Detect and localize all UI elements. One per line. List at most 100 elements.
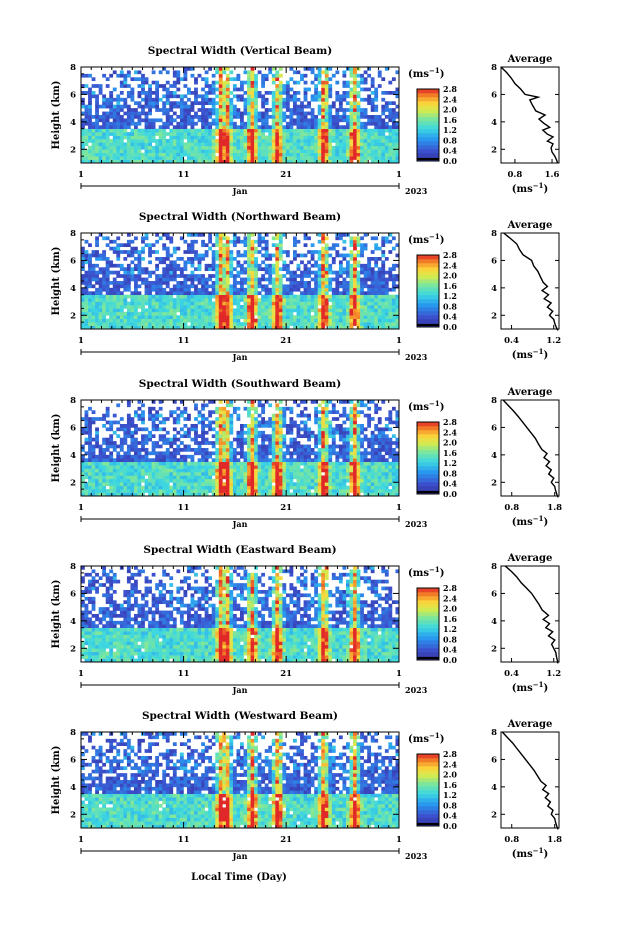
heatmap-cell <box>388 308 393 313</box>
heatmap-cell <box>243 298 248 302</box>
heatmap-cell <box>91 482 96 487</box>
heatmap-cell <box>91 115 96 119</box>
heatmap-cell <box>109 156 114 160</box>
heatmap-cell <box>335 149 340 154</box>
heatmap-cell <box>307 298 311 302</box>
heatmap-cell <box>109 145 114 150</box>
heatmap-cell <box>162 315 167 320</box>
heatmap-cell <box>130 417 135 421</box>
heatmap-cell <box>109 482 114 487</box>
heatmap-cell <box>151 152 156 157</box>
heatmap-cell <box>356 270 361 275</box>
heatmap-cell <box>360 87 364 92</box>
heatmap-cell <box>88 149 92 154</box>
heatmap-cell <box>81 301 85 306</box>
heatmap-cell <box>194 287 198 292</box>
heatmap-cell <box>395 111 400 116</box>
heatmap-cell <box>374 152 379 157</box>
heatmap-cell <box>285 287 290 292</box>
heatmap-cell <box>109 305 114 309</box>
heatmap-cell <box>162 325 167 330</box>
heatmap-cell <box>134 277 138 282</box>
heatmap-cell <box>123 121 128 126</box>
heatmap-cell <box>84 149 89 154</box>
heatmap-cell <box>374 104 379 109</box>
heatmap-cell <box>377 322 382 326</box>
heatmap-cell <box>91 485 96 490</box>
heatmap-cell <box>370 97 375 102</box>
heatmap-cell <box>211 485 216 490</box>
heatmap-cell <box>112 318 117 323</box>
heatmap-cell <box>307 145 311 150</box>
heatmap-cell <box>211 489 216 493</box>
heatmap-cell <box>338 101 343 106</box>
heatmap-cell <box>349 277 354 282</box>
heatmap-cell <box>95 322 99 326</box>
heatmap-cell <box>225 465 230 469</box>
heatmap-cell <box>328 139 333 143</box>
heatmap-cell <box>197 101 202 106</box>
heatmap-cell <box>232 125 237 130</box>
heatmap-cell <box>158 159 163 164</box>
heatmap-cell <box>285 308 290 313</box>
heatmap-cell <box>360 77 364 82</box>
heatmap-cell <box>123 475 128 480</box>
heatmap-cell <box>91 301 96 306</box>
heatmap-cell <box>225 420 230 425</box>
heatmap-cell <box>384 257 389 261</box>
heatmap-cell <box>123 156 128 160</box>
heatmap-cell <box>229 70 234 75</box>
heatmap-cell <box>208 267 213 272</box>
heatmap-cell <box>84 128 89 133</box>
heatmap-cell <box>346 156 350 160</box>
heatmap-cell <box>338 311 343 316</box>
heatmap-cell <box>278 118 283 123</box>
heatmap-cell <box>130 97 135 102</box>
heatmap-cell <box>84 291 89 296</box>
heatmap-cell <box>222 444 227 449</box>
heatmap-cell <box>190 139 195 143</box>
heatmap-cell <box>218 111 223 116</box>
heatmap-cell <box>328 159 333 164</box>
colorbar-segment <box>417 299 439 304</box>
heatmap-cell <box>215 315 220 320</box>
heatmap-cell <box>381 132 386 136</box>
colorbar-segment <box>417 117 439 122</box>
y-axis-label: Height (km) <box>51 247 62 316</box>
heatmap-cell <box>215 485 220 490</box>
average-y-tick-label: 4 <box>491 284 497 294</box>
heatmap-cell <box>243 239 248 244</box>
heatmap-cell <box>137 417 142 421</box>
heatmap-cell <box>328 125 333 130</box>
heatmap-cell <box>384 294 389 299</box>
heatmap-cell <box>342 239 347 244</box>
heatmap-cell <box>229 441 234 445</box>
heatmap-cell <box>374 294 379 299</box>
heatmap-cell <box>310 156 315 160</box>
heatmap-cell <box>388 152 393 157</box>
heatmap-cell <box>328 277 333 282</box>
heatmap-cell <box>278 308 283 313</box>
heatmap-cell <box>211 108 216 112</box>
heatmap-cell <box>141 468 145 473</box>
heatmap-cell <box>264 152 269 157</box>
heatmap-cell <box>261 159 266 164</box>
heatmap-cell <box>137 77 142 82</box>
heatmap-cell <box>155 301 160 306</box>
heatmap-cell <box>324 246 329 251</box>
heatmap-cell <box>225 139 230 143</box>
heatmap-cell <box>275 87 280 92</box>
average-y-tick-label: 4 <box>491 118 497 128</box>
heatmap-cell <box>247 84 251 88</box>
heatmap-cell <box>229 400 234 404</box>
heatmap-cell <box>360 139 364 143</box>
heatmap-cell <box>211 478 216 483</box>
heatmap-cell <box>102 128 107 133</box>
heatmap-cell <box>363 152 368 157</box>
heatmap-cell <box>201 458 205 463</box>
heatmap-cell <box>137 454 142 459</box>
heatmap-cell <box>187 277 191 282</box>
heatmap-cell <box>109 434 114 439</box>
heatmap-cell <box>194 308 198 313</box>
heatmap-cell <box>289 322 294 326</box>
